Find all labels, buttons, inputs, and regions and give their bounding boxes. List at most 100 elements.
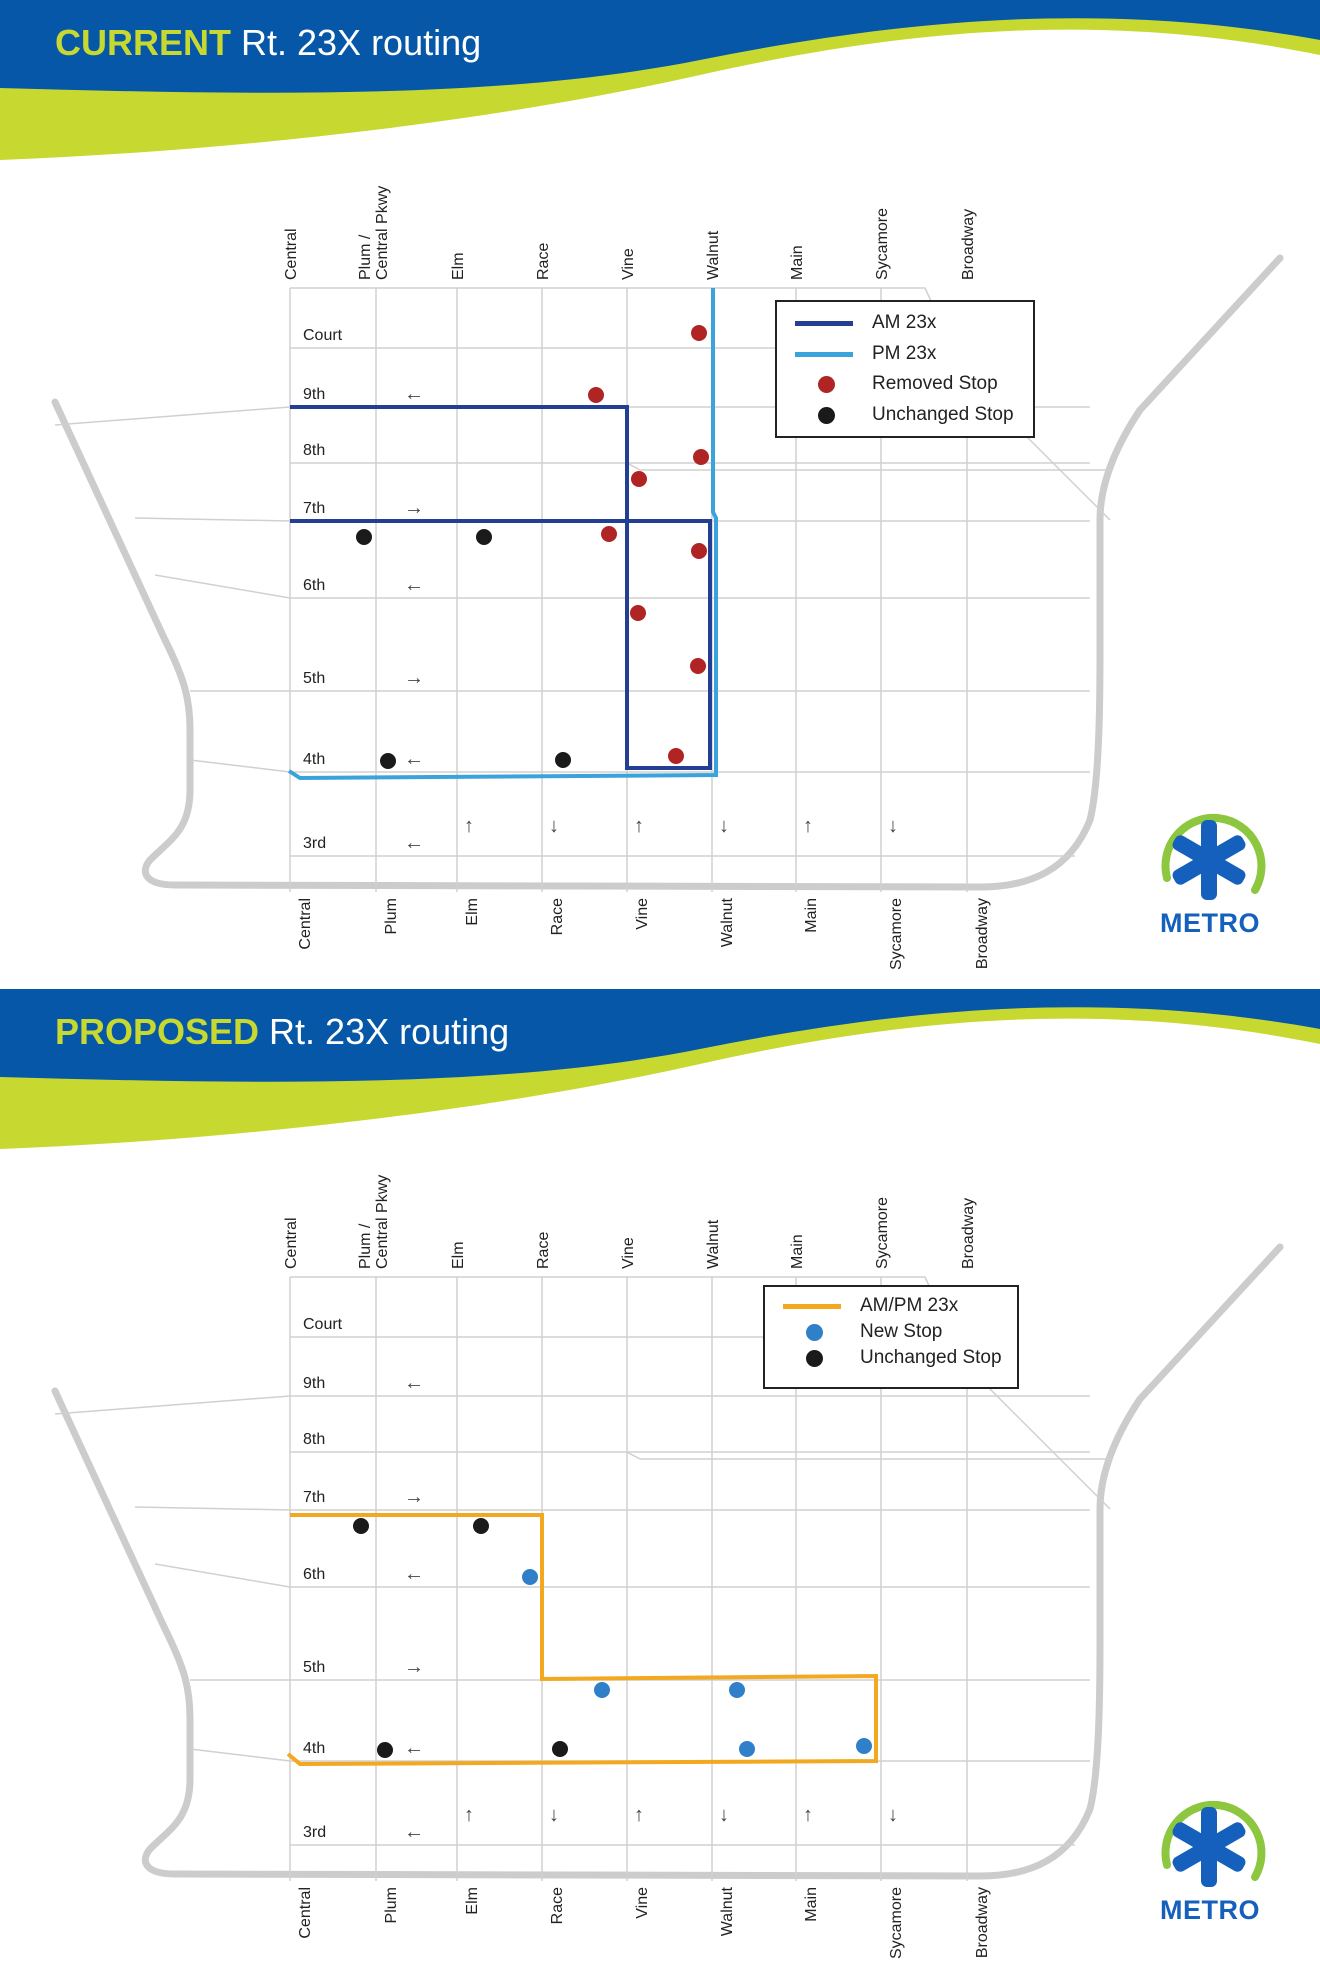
- legend-label: PM 23x: [872, 343, 937, 364]
- direction-arrow: →: [404, 1486, 424, 1508]
- street-label-top: Plum /: [357, 234, 374, 280]
- street-label-top: Central Pkwy: [374, 1175, 391, 1269]
- legend-item-unchanged: Unchanged Stop: [765, 1344, 1017, 1374]
- street-label-7th: 7th: [303, 1489, 325, 1506]
- street-label-bottom: Walnut: [719, 897, 736, 947]
- street-label-top: Walnut: [705, 1219, 722, 1269]
- street-label-top: Race: [535, 243, 552, 280]
- title-keyword: PROPOSED: [55, 1011, 260, 1052]
- street-label-9th: 9th: [303, 386, 325, 403]
- street-label-7th: 7th: [303, 500, 325, 517]
- connector-street: [54, 1395, 291, 1415]
- direction-arrow: ↑: [464, 815, 474, 837]
- street-label-6th: 6th: [303, 1566, 325, 1583]
- street-label-bottom: Central: [297, 1887, 314, 1939]
- street-label-top: Sycamore: [874, 1197, 891, 1269]
- unchanged-stop-marker: [353, 1518, 369, 1534]
- unchanged-stop-marker: [473, 1518, 489, 1534]
- pm-line-swatch: [795, 352, 853, 357]
- unchanged-stop-marker: [356, 529, 372, 545]
- street-label-bottom: Main: [803, 1887, 820, 1922]
- street-label-bottom: Broadway: [974, 1887, 991, 1958]
- street-label-5th: 5th: [303, 670, 325, 687]
- street-label-top: Central: [283, 228, 300, 280]
- title-rest: Rt. 23X routing: [231, 22, 482, 63]
- legend-item-removed: Removed Stop: [777, 370, 1033, 400]
- street-label-top: Main: [789, 245, 806, 280]
- map-legend: AM/PM 23x New Stop Unchanged Stop: [763, 1285, 1019, 1389]
- connector-street: [154, 1563, 291, 1588]
- street-label-top: Elm: [450, 1241, 467, 1269]
- street-label-top: Plum /: [357, 1223, 374, 1269]
- direction-arrow: ↓: [549, 1804, 559, 1826]
- direction-arrow: →: [404, 667, 424, 689]
- direction-arrow: ←: [404, 832, 424, 854]
- street-label-bottom: Vine: [634, 1887, 651, 1919]
- am-line-swatch: [795, 321, 853, 326]
- direction-arrow: ←: [404, 1821, 424, 1843]
- direction-arrow: ↓: [719, 815, 729, 837]
- street-label-bottom: Elm: [464, 1887, 481, 1915]
- street-label-9th: 9th: [303, 1375, 325, 1392]
- unchanged-stop-swatch: [806, 1350, 823, 1367]
- street-label-6th: 6th: [303, 577, 325, 594]
- legend-item-ampm: AM/PM 23x: [765, 1292, 1017, 1322]
- street-label-top: Sycamore: [874, 208, 891, 280]
- removed-stop-marker: [691, 543, 707, 559]
- page-title: PROPOSED Rt. 23X routing: [55, 1011, 509, 1053]
- unchanged-stop-marker: [380, 753, 396, 769]
- street-label-top: Race: [535, 1232, 552, 1269]
- street-grid: Central Plum / Central Pkwy Elm Race Vine Waln…: [51, 1175, 1284, 1959]
- metro-asterisk-icon: [1161, 813, 1266, 900]
- street-label-bottom: Walnut: [719, 1886, 736, 1936]
- new-stop-marker: [729, 1682, 745, 1698]
- direction-arrow: ←: [404, 1737, 424, 1759]
- ampm-line-swatch: [783, 1304, 841, 1309]
- legend-label: Unchanged Stop: [872, 404, 1014, 425]
- street-label-top: Walnut: [705, 230, 722, 280]
- street-map: Central Plum / Central Pkwy Elm Race Vine Waln…: [51, 1175, 1284, 1959]
- connector-street: [134, 517, 291, 522]
- street-label-bottom: Sycamore: [888, 1887, 905, 1959]
- unchanged-stop-marker: [377, 1742, 393, 1758]
- street-label-top: Elm: [450, 252, 467, 280]
- direction-arrow: ↑: [634, 815, 644, 837]
- street-label-bottom: Central: [297, 898, 314, 950]
- title-rest: Rt. 23X routing: [259, 1011, 510, 1052]
- street-label-4th: 4th: [303, 751, 325, 768]
- new-stop-swatch: [806, 1324, 823, 1341]
- new-stop-marker: [856, 1738, 872, 1754]
- ampm-route-line: [286, 1513, 878, 1767]
- legend-label: AM/PM 23x: [860, 1295, 959, 1316]
- removed-stop-marker: [691, 325, 707, 341]
- removed-stop-marker: [630, 605, 646, 621]
- direction-arrow: ↓: [888, 815, 898, 837]
- logo-wordmark: METRO: [1160, 1895, 1260, 1925]
- connector-street: [54, 406, 291, 426]
- street-label-bottom: Race: [549, 898, 566, 935]
- direction-arrow: ←: [404, 383, 424, 405]
- direction-arrow: ↑: [464, 1804, 474, 1826]
- legend-item-new: New Stop: [765, 1318, 1017, 1348]
- street-label-top: Broadway: [960, 209, 977, 280]
- connector-street: [189, 759, 291, 773]
- street-label-bottom: Plum: [383, 1887, 400, 1923]
- removed-stop-marker: [668, 748, 684, 764]
- street-label-5th: 5th: [303, 1659, 325, 1676]
- new-stop-marker: [522, 1569, 538, 1585]
- direction-arrow: →: [404, 497, 424, 519]
- direction-arrow: →: [404, 1656, 424, 1678]
- street-label-top: Central Pkwy: [374, 186, 391, 280]
- street-label-8th: 8th: [303, 1431, 325, 1448]
- page-title: CURRENT Rt. 23X routing: [55, 22, 481, 64]
- legend-label: New Stop: [860, 1321, 943, 1342]
- pm-route-line: [287, 288, 718, 781]
- street-label-top: Vine: [620, 1237, 637, 1269]
- street-label-bottom: Main: [803, 898, 820, 933]
- map-legend: AM 23x PM 23x Removed Stop Unchanged Sto…: [775, 300, 1035, 438]
- current-routing-panel: CURRENT Rt. 23X routing Central Plum / Cen…: [0, 0, 1320, 985]
- unchanged-stop-marker: [555, 752, 571, 768]
- direction-arrow: ←: [404, 748, 424, 770]
- direction-arrow: ↓: [888, 1804, 898, 1826]
- street-label-top: Central: [283, 1217, 300, 1269]
